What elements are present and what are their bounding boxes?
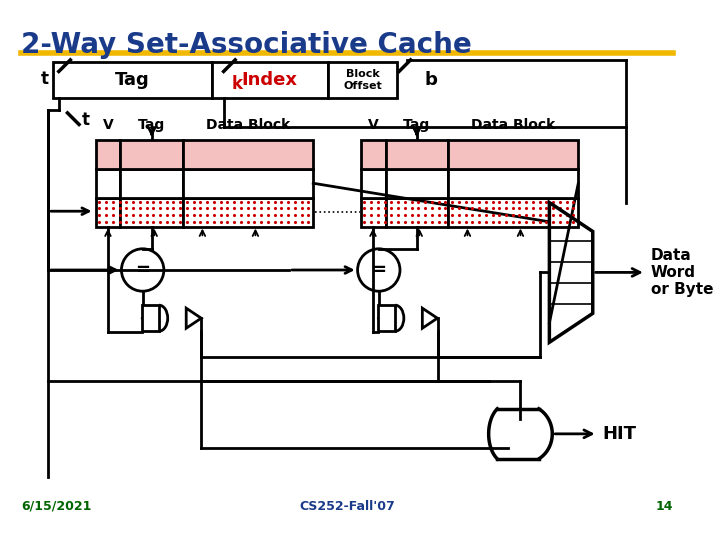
Bar	[361, 169, 385, 198]
Text: V: V	[103, 118, 114, 132]
Bar	[96, 198, 120, 227]
Text: Data Block: Data Block	[471, 118, 555, 132]
Bar	[361, 140, 385, 169]
Text: Tag: Tag	[403, 118, 431, 132]
Text: 14: 14	[655, 500, 672, 513]
Bar	[183, 198, 313, 227]
Text: Block
Offset: Block Offset	[343, 69, 382, 91]
Text: 6/15/2021: 6/15/2021	[21, 500, 91, 513]
Bar	[378, 305, 395, 331]
Text: =: =	[135, 261, 150, 279]
Text: Data Block: Data Block	[206, 118, 290, 132]
Text: Tag: Tag	[115, 71, 150, 89]
Bar	[96, 140, 120, 169]
Text: 2-Way Set-Associative Cache: 2-Way Set-Associative Cache	[21, 31, 472, 59]
Text: Data
Word
or Byte: Data Word or Byte	[651, 247, 713, 298]
Bar	[361, 198, 385, 227]
Bar	[142, 305, 159, 331]
Bar	[385, 169, 448, 198]
Text: t: t	[41, 70, 49, 87]
Bar	[96, 169, 120, 198]
Bar	[328, 62, 397, 98]
Text: Tag: Tag	[138, 118, 166, 132]
Text: Index: Index	[242, 71, 298, 89]
Text: HIT: HIT	[603, 425, 636, 443]
Text: t: t	[82, 111, 90, 129]
Bar	[120, 140, 183, 169]
Bar	[448, 169, 578, 198]
Bar	[212, 62, 328, 98]
Text: k: k	[231, 75, 243, 93]
Bar	[385, 140, 448, 169]
Text: CS252-Fall'07: CS252-Fall'07	[299, 500, 395, 513]
Text: =: =	[372, 261, 387, 279]
Bar	[120, 198, 183, 227]
Text: b: b	[424, 71, 437, 89]
Bar	[183, 169, 313, 198]
Text: V: V	[368, 118, 379, 132]
Bar	[448, 198, 578, 227]
Bar	[53, 62, 212, 98]
Bar	[448, 140, 578, 169]
Bar	[120, 169, 183, 198]
Bar	[385, 198, 448, 227]
Bar	[183, 140, 313, 169]
